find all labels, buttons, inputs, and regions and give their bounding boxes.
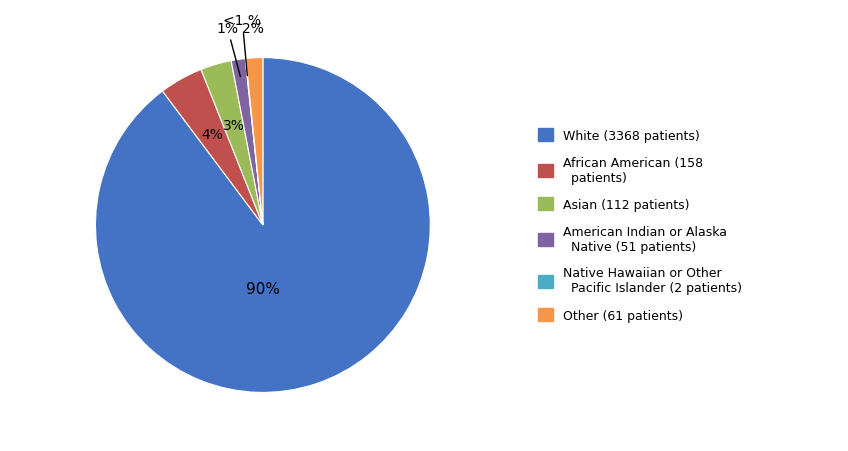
Wedge shape bbox=[201, 61, 263, 226]
Text: 4%: 4% bbox=[201, 128, 223, 142]
Wedge shape bbox=[245, 60, 263, 226]
Wedge shape bbox=[246, 59, 263, 226]
Legend: White (3368 patients), African American (158
  patients), Asian (112 patients), : White (3368 patients), African American … bbox=[532, 123, 749, 328]
Text: <1 %: <1 % bbox=[223, 14, 261, 77]
Wedge shape bbox=[96, 59, 430, 392]
Wedge shape bbox=[163, 70, 263, 225]
Text: 90%: 90% bbox=[246, 281, 280, 296]
Text: 2%: 2% bbox=[242, 22, 264, 36]
Text: 3%: 3% bbox=[223, 119, 245, 133]
Wedge shape bbox=[232, 60, 263, 226]
Text: 1%: 1% bbox=[216, 22, 241, 78]
